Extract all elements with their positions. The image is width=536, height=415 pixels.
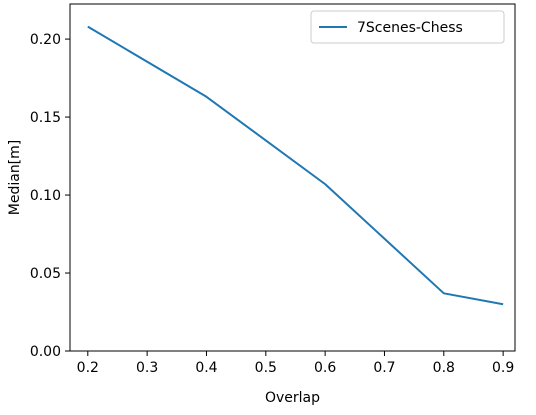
y-tick-label: 0.05 (30, 266, 61, 282)
series-layer (87, 25, 504, 306)
legend-box (310, 10, 505, 44)
plot-frame (69, 3, 516, 352)
y-tick-label: 0.15 (30, 110, 61, 126)
x-axis-ticks: 0.2 0.3 0.4 0.5 0.6 0.7 0.8 0.9 (77, 351, 514, 376)
plot-area (70, 4, 515, 351)
x-tick-label: 0.3 (136, 360, 158, 376)
y-tick-label: 0.20 (30, 32, 61, 48)
x-axis-label: Overlap (265, 390, 320, 406)
x-tick-label: 0.2 (77, 360, 99, 376)
x-tick-label: 0.8 (433, 360, 455, 376)
x-tick-label: 0.7 (373, 360, 395, 376)
y-axis-ticks: 0.00 0.05 0.10 0.15 0.20 (30, 32, 70, 360)
x-tick-label: 0.5 (255, 360, 277, 376)
y-axis-label: Median[m] (7, 140, 23, 215)
x-tick-label: 0.9 (492, 360, 514, 376)
legend-label: 7Scenes-Chess (357, 20, 463, 36)
x-tick-label: 0.4 (195, 360, 217, 376)
x-tick-label: 0.6 (314, 360, 336, 376)
y-tick-label: 0.00 (30, 344, 61, 360)
legend: 7Scenes-Chess (310, 10, 505, 44)
y-tick-label: 0.10 (30, 188, 61, 204)
series-line-0 (87, 25, 504, 306)
